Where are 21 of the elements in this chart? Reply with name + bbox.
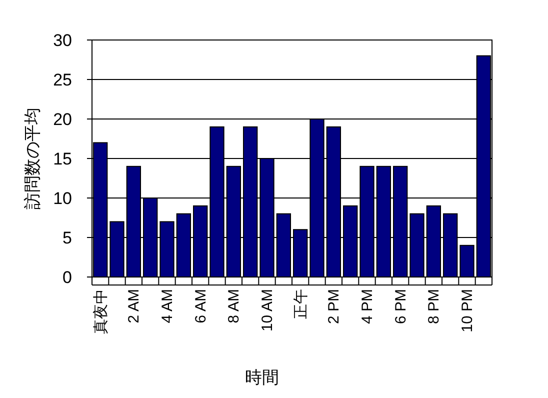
x-tick-label: 8 PM [426, 289, 443, 324]
x-tick-label: 6 PM [392, 289, 410, 324]
y-tick-label: 15 [53, 150, 72, 168]
x-tick-label: 10 PM [459, 289, 476, 332]
x-tick-label: 真夜中 [92, 289, 110, 334]
x-axis-title: 時間 [245, 368, 279, 387]
x-tick-label: 8 AM [226, 289, 243, 324]
y-tick-label: 5 [62, 228, 72, 248]
x-tick-label: 4 PM [359, 289, 376, 324]
x-tick-label: 6 AM [192, 289, 210, 324]
x-tick-label: 正午 [292, 289, 310, 319]
x-tick-label: 10 AM [259, 289, 276, 332]
y-tick-label: 25 [53, 70, 72, 90]
y-tick-label: 20 [53, 110, 72, 129]
x-tick-label: 2 AM [126, 289, 143, 324]
y-axis-title: 訪問数の平均 [23, 108, 42, 210]
y-tick-label: 0 [62, 268, 72, 287]
y-tick-label: 10 [53, 189, 72, 208]
x-tick-label: 4 AM [159, 289, 176, 324]
y-tick-label: 30 [53, 31, 72, 50]
x-tick-label: 2 PM [326, 289, 343, 324]
